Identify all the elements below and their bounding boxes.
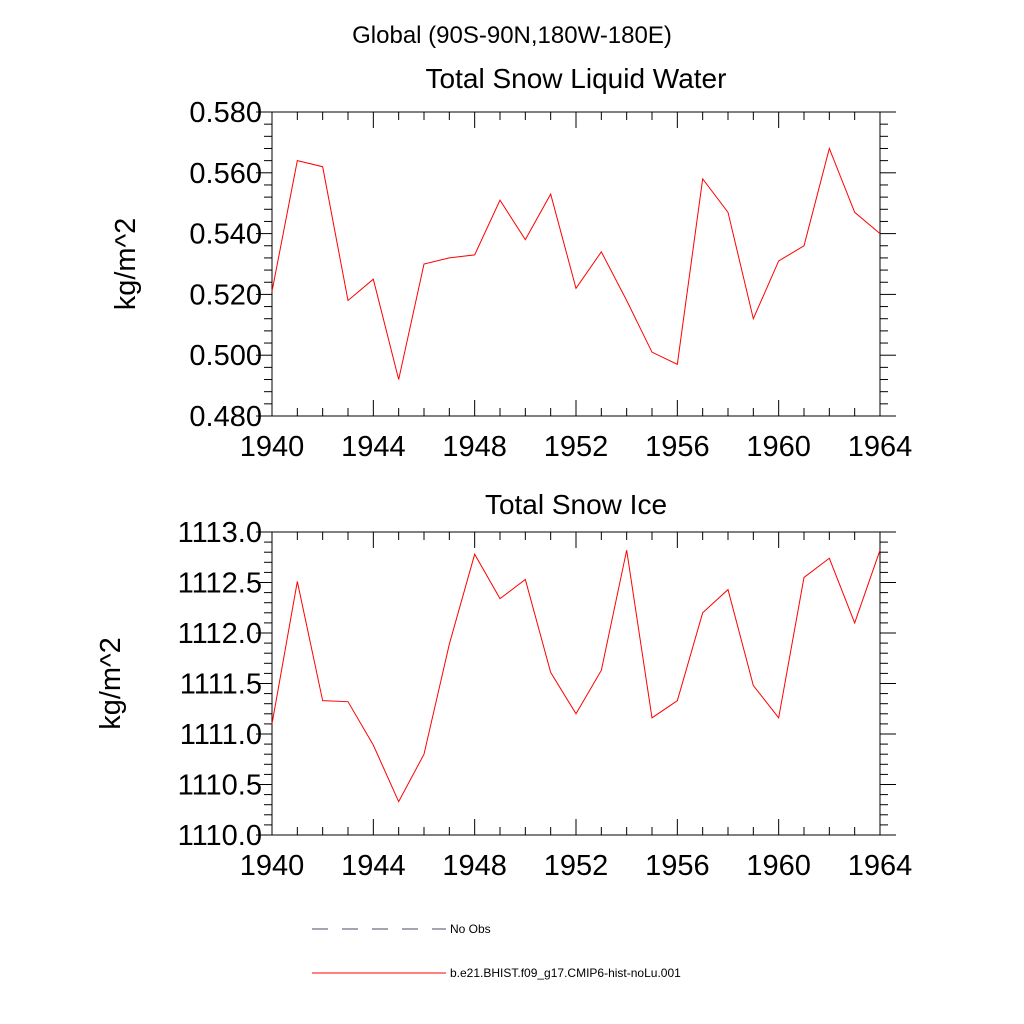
plot-frame [271,111,881,417]
x-tick-label: 1952 [544,850,609,882]
x-tick-label: 1948 [442,850,507,882]
x-tick-label: 1960 [746,431,811,463]
series-line [271,550,881,803]
panel-snow-ice: Total Snow Ice kg/m^2 1940 1944 1948 1952 1956… [95,489,912,882]
y-tick-label: 0.480 [189,401,262,433]
x-tick-label: 1956 [645,850,710,882]
axis-ticks [256,531,896,836]
axis-ticks [256,111,896,417]
x-tick-label: 1960 [746,850,811,882]
x-tick-label: 1940 [240,431,305,463]
y-axis-label: kg/m^2 [95,637,127,730]
x-tick-label: 1964 [848,431,913,463]
y-tick-label: 1111.0 [180,719,262,751]
y-tick-label: 1112.0 [178,618,262,650]
x-tick-label: 1944 [341,850,406,882]
y-tick-label: 0.500 [189,340,262,372]
y-tick-label: 1113.0 [178,517,262,549]
legend-label: b.e21.BHIST.f09_g17.CMIP6-hist-noLu.001 [450,966,681,980]
x-tick-label: 1944 [341,431,406,463]
x-tick-label: 1964 [848,850,913,882]
figure-title: Global (90S-90N,180W-180E) [352,22,672,49]
x-tick-label: 1948 [442,431,507,463]
legend-entry: No Obs [312,922,491,936]
y-tick-label: 1111.5 [180,669,262,701]
series-line [271,146,881,380]
y-tick-label: 0.520 [189,279,262,311]
y-axis-label: kg/m^2 [110,218,142,311]
y-tick-label: 1112.5 [178,568,262,600]
panel-title: Total Snow Ice [485,489,667,520]
x-tick-label: 1956 [645,431,710,463]
x-tick-label: 1940 [240,850,305,882]
legend-entry: b.e21.BHIST.f09_g17.CMIP6-hist-noLu.001 [312,966,681,980]
panel-title: Total Snow Liquid Water [426,63,727,94]
y-tick-label: 0.580 [189,97,262,129]
plot-frame [271,531,881,836]
legend: No Obs b.e21.BHIST.f09_g17.CMIP6-hist-noL… [312,922,681,980]
y-tick-label: 0.560 [189,158,262,190]
panel-snow-liquid-water: Total Snow Liquid Water kg/m^2 1940 1944 194… [110,63,912,463]
legend-label: No Obs [450,922,491,936]
x-tick-label: 1952 [544,431,609,463]
y-tick-label: 1110.5 [178,770,262,802]
y-tick-label: 0.540 [189,219,262,251]
y-tick-label: 1110.0 [178,820,262,852]
